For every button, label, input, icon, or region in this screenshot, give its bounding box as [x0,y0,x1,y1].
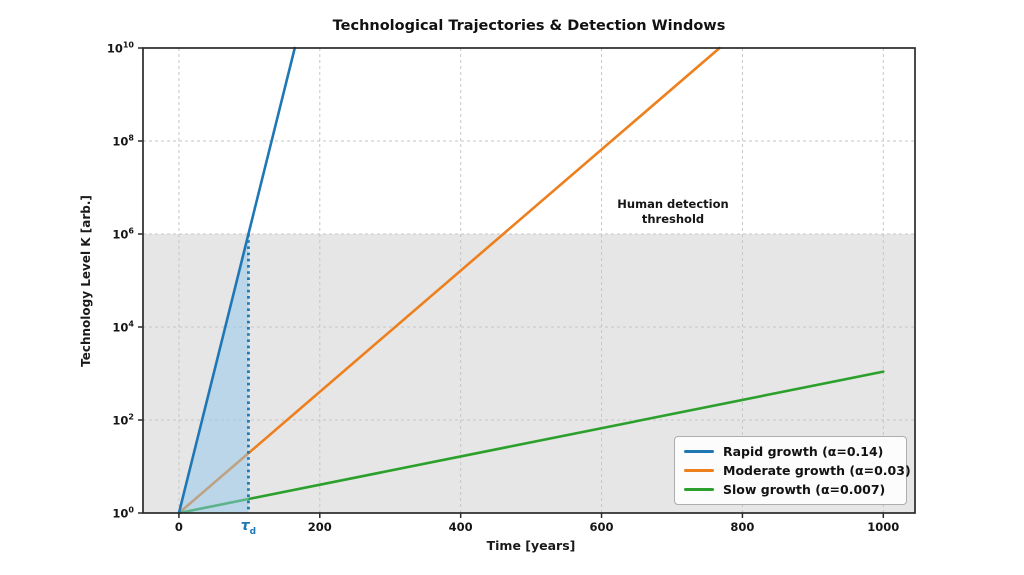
x-tick-label: 800 [730,520,755,534]
legend-item-rapid: Rapid growth (α=0.14) [684,444,897,459]
x-tick-label: 1000 [867,520,900,534]
y-tick-label: 106 [112,226,134,242]
tau-subscript: d [249,526,257,537]
chart-title: Technological Trajectories & Detection W… [332,18,726,34]
y-tick-label: 102 [112,412,134,428]
legend-line-swatch-moderate [684,468,714,473]
legend-item-slow: Slow growth (α=0.007) [684,482,897,497]
y-axis-label: Technology Level K [arb.] [79,195,93,367]
tau-symbol: τ [240,518,250,534]
threshold-annotation: Human detection threshold [617,197,729,226]
x-tick-label: 0 [174,520,183,534]
plot-frame [142,47,916,514]
legend-label-moderate: Moderate growth (α=0.03) [723,463,911,478]
series-line-moderate [177,46,721,515]
series-line-rapid [177,46,297,515]
tau-d-tick-label: τd [241,518,256,537]
series-line-slow [177,370,885,515]
y-tick-label: 100 [112,505,134,521]
legend-label-slow: Slow growth (α=0.007) [723,482,886,497]
legend-item-moderate: Moderate growth (α=0.03) [684,463,911,478]
x-tick-label: 400 [448,520,473,534]
y-tick-label: 108 [112,133,134,149]
legend-label-rapid: Rapid growth (α=0.14) [723,444,884,459]
y-tick-label: 104 [112,319,134,335]
x-tick-label: 600 [589,520,614,534]
legend-line-swatch-slow [684,487,714,492]
x-axis-label: Time [years] [486,538,576,553]
y-tick-label: 1010 [106,40,134,56]
x-tick-label: 200 [307,520,332,534]
legend-line-swatch-rapid [684,449,714,454]
legend: Rapid growth (α=0.14) Moderate growth (α… [674,436,911,505]
